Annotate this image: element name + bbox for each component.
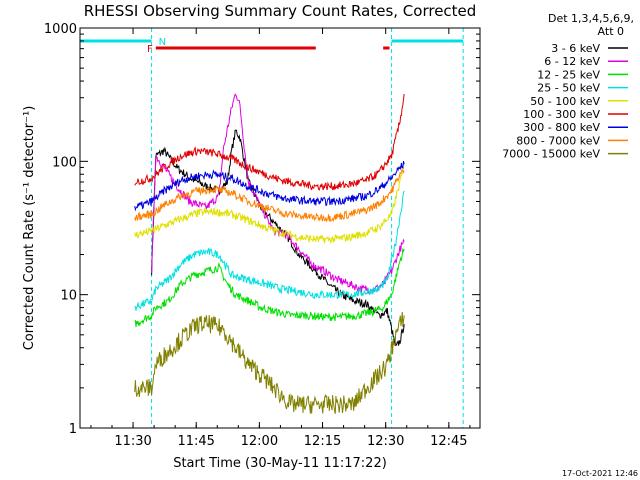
x-axis-label: Start Time (30-May-11 11:17:22) bbox=[173, 456, 387, 471]
y-tick-label-2: 100 bbox=[52, 155, 77, 170]
y-tick-label-3: 1000 bbox=[44, 22, 77, 37]
legend-label-6: 100 - 300 keV bbox=[523, 108, 600, 121]
y-tick-label-0: 1 bbox=[69, 422, 77, 437]
legend-header-2: Att 0 bbox=[598, 25, 624, 38]
y-axis: 1 10 100 1000 bbox=[44, 22, 480, 437]
legend-label-3: 12 - 25 keV bbox=[537, 68, 600, 81]
x-tick-label-5: 12:45 bbox=[430, 434, 467, 449]
night-flag-label: N bbox=[159, 37, 166, 48]
x-tick-label-3: 12:15 bbox=[304, 434, 341, 449]
chart-title: RHESSI Observing Summary Count Rates, Co… bbox=[84, 2, 477, 20]
legend-label-9: 7000 - 15000 keV bbox=[502, 148, 600, 161]
series-line-9 bbox=[134, 311, 405, 414]
series-layer bbox=[134, 93, 405, 414]
series-line-4 bbox=[134, 190, 405, 311]
x-tick-label-1: 11:45 bbox=[177, 434, 214, 449]
x-tick-label-4: 12:30 bbox=[367, 434, 404, 449]
legend-label-8: 800 - 7000 keV bbox=[516, 134, 600, 147]
legend-label-4: 25 - 50 keV bbox=[537, 82, 600, 95]
series-line-5 bbox=[134, 166, 405, 244]
legend-label-5: 50 - 100 keV bbox=[530, 95, 600, 108]
series-line-7 bbox=[134, 160, 405, 212]
flag-bars: FN bbox=[80, 28, 464, 428]
y-axis-label: Corrected Count Rate (s⁻¹ detector⁻¹) bbox=[22, 106, 37, 351]
series-line-3 bbox=[134, 247, 405, 328]
series-line-6 bbox=[134, 93, 405, 191]
series-line-8 bbox=[134, 169, 405, 223]
legend-label-2: 6 - 12 keV bbox=[544, 55, 600, 68]
legend-header-1: Det 1,3,4,5,6,9, bbox=[548, 12, 634, 25]
flare-flag-label: F bbox=[147, 44, 153, 55]
legend-label-1: 3 - 6 keV bbox=[551, 42, 600, 55]
y-tick-label-1: 10 bbox=[60, 289, 77, 304]
x-tick-label-0: 11:30 bbox=[114, 434, 151, 449]
footer-date: 17-Oct-2021 12:46 bbox=[562, 469, 638, 478]
series-line-2 bbox=[151, 93, 405, 295]
x-axis: 11:30 11:45 12:00 12:15 12:30 12:45 bbox=[90, 28, 471, 449]
x-tick-label-2: 12:00 bbox=[241, 434, 278, 449]
legend-label-7: 300 - 800 keV bbox=[523, 121, 600, 134]
